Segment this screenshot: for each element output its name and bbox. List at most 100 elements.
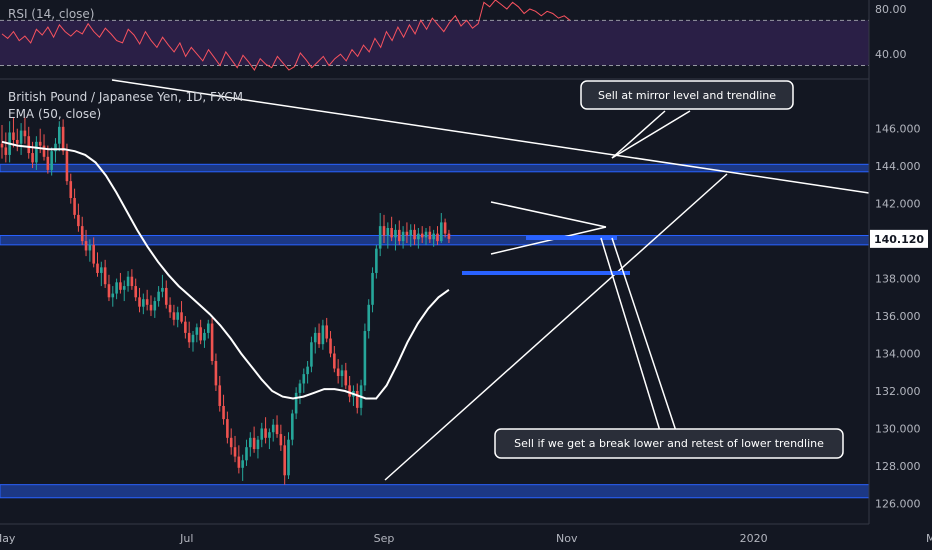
upper-trendline[interactable] bbox=[111, 79, 870, 194]
candle-body bbox=[100, 267, 103, 273]
candle-body bbox=[92, 244, 95, 264]
candle-body bbox=[229, 437, 233, 448]
candle-body bbox=[252, 437, 256, 450]
trendline-drawings[interactable] bbox=[111, 79, 870, 481]
candle-body bbox=[313, 332, 317, 343]
candle-body bbox=[184, 321, 187, 333]
candle-body bbox=[447, 233, 451, 239]
candle-body bbox=[348, 385, 351, 397]
candle-body bbox=[103, 267, 107, 285]
candle-body bbox=[249, 437, 252, 448]
candle-body bbox=[38, 141, 42, 146]
candle-body bbox=[80, 226, 84, 242]
candle-body bbox=[428, 231, 432, 240]
candle-body bbox=[436, 233, 439, 242]
candle-body bbox=[317, 332, 321, 345]
candle-body bbox=[420, 233, 424, 238]
callout-bottom[interactable]: Sell if we get a break lower and retest … bbox=[494, 428, 844, 459]
candle-body bbox=[149, 304, 153, 311]
candle-body bbox=[164, 287, 168, 305]
candle-body bbox=[210, 323, 214, 362]
candle-body bbox=[54, 143, 57, 152]
candle-body bbox=[84, 241, 88, 251]
arrow-lower-right bbox=[611, 237, 677, 432]
time-axis[interactable] bbox=[0, 523, 932, 550]
price-tick-label: 130.000 bbox=[875, 422, 921, 435]
candle-body bbox=[405, 231, 409, 236]
candle-body bbox=[397, 229, 401, 242]
candle-body bbox=[440, 222, 443, 242]
time-tick-label: 2020 bbox=[740, 532, 768, 545]
rsi-tick-label: 80.00 bbox=[875, 3, 907, 16]
price-tick-label: 138.000 bbox=[875, 273, 921, 286]
callout-top[interactable]: Sell at mirror level and trendline bbox=[580, 80, 794, 110]
candle-body bbox=[241, 460, 244, 468]
candle-body bbox=[245, 447, 248, 461]
rsi-line bbox=[1, 0, 571, 71]
candle-body bbox=[264, 428, 267, 438]
zone-0[interactable] bbox=[0, 163, 870, 173]
candle-body bbox=[58, 126, 61, 144]
price-tick-label: 126.000 bbox=[875, 497, 921, 510]
candle-body bbox=[157, 291, 160, 302]
candle-body bbox=[195, 327, 199, 335]
candle-body bbox=[401, 231, 405, 242]
candle-body bbox=[172, 312, 176, 320]
arrow-upper-left bbox=[611, 110, 666, 159]
candle-body bbox=[107, 284, 111, 298]
candle-body bbox=[145, 299, 149, 305]
candle-body bbox=[73, 198, 76, 215]
rsi-tick-label: 40.00 bbox=[875, 48, 907, 61]
candle-body bbox=[12, 132, 15, 140]
candle-body bbox=[130, 276, 134, 287]
candle-body bbox=[355, 390, 359, 408]
triangle-upper-line[interactable] bbox=[490, 201, 607, 228]
candle-body bbox=[306, 366, 309, 375]
candle-body bbox=[233, 447, 237, 457]
price-tick-label: 134.000 bbox=[875, 348, 921, 361]
candle-body bbox=[321, 325, 325, 345]
candle-body bbox=[443, 222, 447, 234]
price-tick-label: 136.000 bbox=[875, 310, 921, 323]
candle-body bbox=[382, 226, 386, 236]
candle-body bbox=[61, 126, 65, 152]
callout-bottom-box[interactable] bbox=[494, 428, 844, 459]
candle-body bbox=[138, 297, 141, 307]
callout-top-text: Sell at mirror level and trendline bbox=[598, 89, 776, 102]
candle-body bbox=[65, 151, 69, 182]
triangle-lower-line[interactable] bbox=[490, 226, 607, 255]
candle-body bbox=[283, 445, 286, 476]
price-tick-label: 128.000 bbox=[875, 460, 921, 473]
candle-body bbox=[142, 299, 145, 307]
candle-body bbox=[187, 332, 191, 343]
candle-body bbox=[336, 368, 340, 376]
candle-body bbox=[340, 370, 344, 376]
lower-trendline[interactable] bbox=[384, 173, 728, 481]
callout-top-box[interactable] bbox=[580, 80, 794, 110]
price-axis[interactable] bbox=[868, 0, 932, 524]
time-axis-ticks: May Jul Sep Nov 2020 Mar bbox=[0, 532, 932, 545]
candle-body bbox=[161, 287, 164, 292]
candle-body bbox=[367, 304, 371, 332]
candle-body bbox=[271, 424, 275, 433]
price-tick-label: 146.000 bbox=[875, 123, 921, 136]
candle-body bbox=[180, 312, 183, 322]
candle-body bbox=[218, 385, 222, 406]
candle-body bbox=[302, 374, 306, 384]
current-price-text: 140.120 bbox=[874, 233, 924, 246]
candle-body bbox=[291, 413, 294, 440]
candle-body bbox=[394, 229, 397, 238]
price-axis-background bbox=[869, 0, 932, 524]
candle-body bbox=[287, 439, 290, 476]
candle-body bbox=[69, 181, 73, 199]
time-axis-background bbox=[0, 524, 932, 550]
rsi-band bbox=[0, 20, 869, 66]
candle-body bbox=[237, 456, 241, 468]
candle-body bbox=[413, 229, 416, 240]
candle-body bbox=[260, 428, 264, 440]
candle-body bbox=[298, 383, 302, 393]
zone-2[interactable] bbox=[0, 484, 870, 499]
candle-body bbox=[88, 244, 92, 251]
candle-body bbox=[294, 392, 298, 414]
